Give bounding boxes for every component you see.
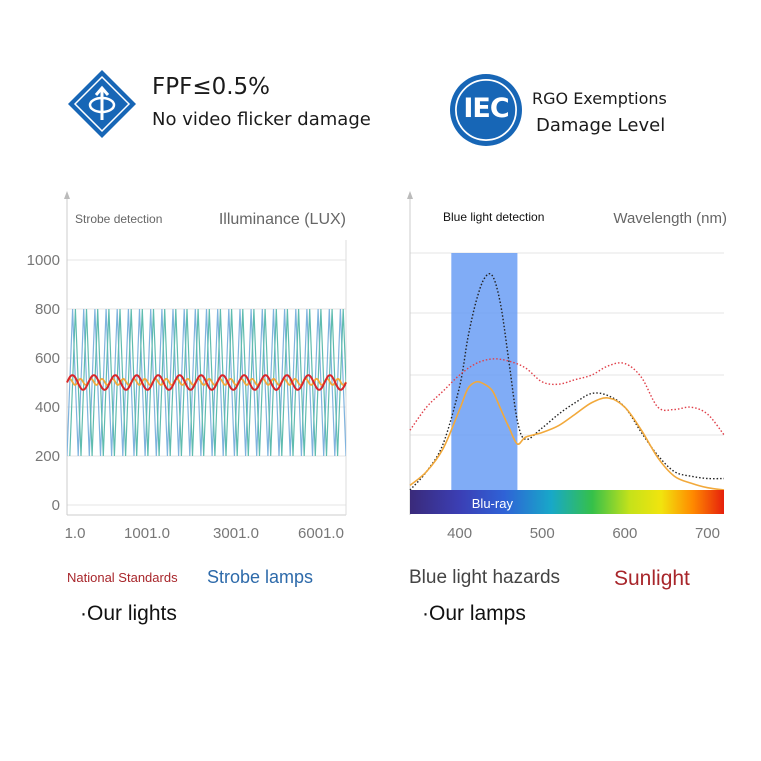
x-tick-label: 1001.0 (124, 525, 170, 542)
fpf-title: FPF≤0.5% (152, 74, 271, 100)
blu-ray-label: Blu-ray (472, 496, 514, 511)
y-tick-label: 0 (52, 497, 60, 514)
x-tick-label: 1.0 (65, 525, 86, 542)
x-tick-label: 400 (447, 525, 472, 542)
rgo-subtitle: Damage Level (536, 115, 666, 136)
x-axis-label: Wavelength (nm) (613, 210, 727, 227)
y-axis-arrow-icon (64, 191, 70, 199)
legend-national-standards: National Standards (67, 570, 178, 585)
our-lamps-line (409, 380, 725, 491)
legend-our-lamps: ·Our lamps (422, 602, 526, 625)
x-tick-label: 600 (612, 525, 637, 542)
chart-title: Blue light detection (443, 210, 544, 224)
fpf-subtitle: No video flicker damage (152, 109, 371, 130)
strobe-chart: Strobe detection Illuminance (LUX) 0 200 4… (27, 191, 347, 542)
legend-strobe-lamps: Strobe lamps (207, 567, 314, 587)
y-tick-label: 400 (35, 399, 60, 416)
x-tick-label: 3001.0 (213, 525, 259, 542)
blue-light-chart: Blu-ray Blue light detection Wavelength … (407, 191, 727, 542)
rgo-title: RGO Exemptions (532, 89, 667, 108)
y-tick-label: 200 (35, 448, 60, 465)
x-tick-label: 6001.0 (298, 525, 344, 542)
blu-ray-band (451, 253, 518, 493)
strobe-diamond-icon (68, 70, 136, 138)
chart-title: Strobe detection (75, 212, 162, 226)
y-tick-label: 800 (35, 301, 60, 318)
iec-logo-text: IEC (463, 93, 509, 124)
y-axis-label: Illuminance (LUX) (219, 211, 346, 228)
legend-blue-light-hazards: Blue light hazards (409, 567, 561, 588)
y-tick-label: 1000 (27, 252, 60, 269)
national-standards-line (66, 374, 347, 391)
x-tick-label: 500 (530, 525, 555, 542)
iec-logo: IEC (450, 74, 522, 146)
sunlight-line (409, 358, 725, 436)
legend-sunlight: Sunlight (614, 567, 690, 590)
legend-our-lights: ·Our lights (80, 602, 177, 625)
spectrum-bar (410, 490, 724, 514)
y-tick-label: 600 (35, 350, 60, 367)
x-tick-label: 700 (695, 525, 720, 542)
blue-light-hazards-line (409, 273, 725, 491)
y-axis-arrow-icon (407, 191, 413, 199)
